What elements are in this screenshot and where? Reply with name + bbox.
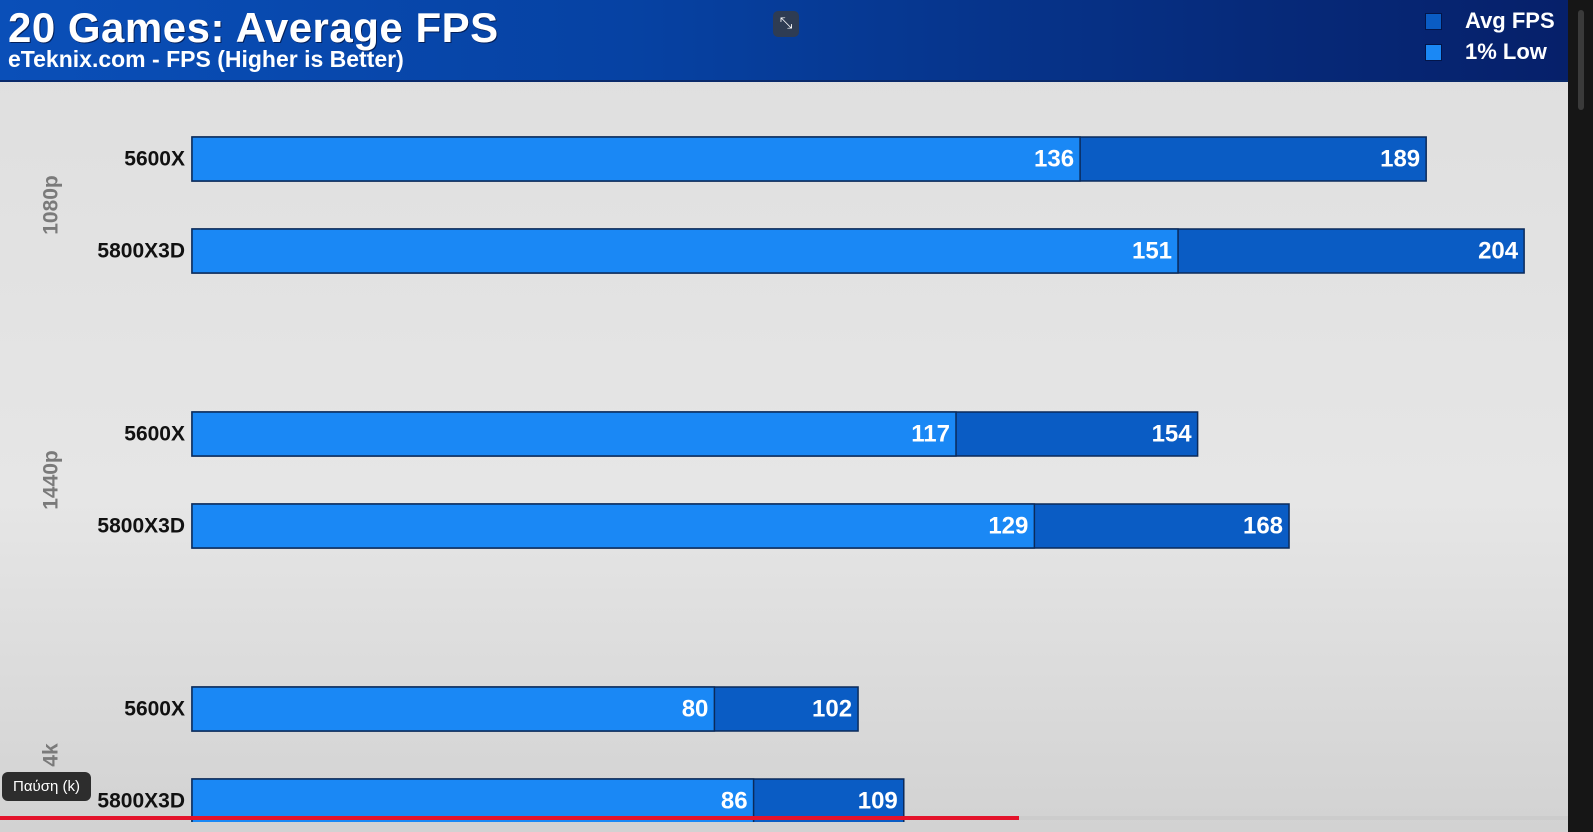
category-label-1080p-5800X3D: 5800X3D: [97, 240, 185, 263]
data-label-1pct-low-1080p-5800X3D: 151: [1132, 238, 1172, 265]
data-label-1pct-low-1440p-5800X3D: 129: [988, 513, 1028, 540]
data-label-1pct-low-1440p-5600X: 117: [911, 421, 950, 448]
chart-subtitle: eTeknix.com - FPS (Higher is Better): [8, 46, 404, 72]
scrollbar-thumb[interactable]: [1578, 10, 1584, 110]
bar-1pct-low-4k-5600X: [191, 686, 716, 732]
data-label-avg-fps-1080p-5800X3D: 204: [1478, 238, 1519, 265]
data-label-avg-fps-4k-5600X: 102: [812, 696, 852, 723]
legend-swatch-avg-fps: [1425, 13, 1442, 30]
bar-1pct-low-1440p-5800X3D: [191, 503, 1036, 549]
bar-1pct-low-1080p-5600X: [191, 136, 1081, 182]
category-label-4k-5800X3D: 5800X3D: [97, 790, 185, 813]
category-label-4k-5600X: 5600X: [124, 698, 185, 721]
bar-1pct-low-1440p-5600X: [191, 411, 957, 457]
pause-tooltip: Παύση (k): [2, 772, 91, 801]
chart-title: 20 Games: Average FPS: [8, 4, 499, 51]
category-label-1440p-5600X: 5600X: [124, 423, 185, 446]
video-progress-bar[interactable]: [0, 816, 1568, 820]
group-label-4k: 4k: [40, 743, 63, 767]
data-label-avg-fps-1080p-5600X: 189: [1380, 146, 1420, 173]
data-label-avg-fps-1440p-5600X: 154: [1152, 421, 1193, 448]
data-label-1pct-low-1080p-5600X: 136: [1034, 146, 1074, 173]
video-progress-played: [0, 816, 1020, 820]
category-label-1080p-5600X: 5600X: [124, 148, 185, 171]
legend-swatch-1pct-low: [1425, 44, 1442, 61]
group-label-1080p: 1080p: [40, 175, 63, 235]
bar-1pct-low-4k-5800X3D: [191, 778, 755, 822]
chart-header: 20 Games: Average FPS eTeknix.com - FPS …: [0, 0, 1568, 82]
bar-chart-plot: 1080p 5600X 189 136 5800X3D 204 151 1440p 5600X 1…: [40, 136, 1525, 822]
legend-label-1pct-low: 1% Low: [1465, 39, 1547, 64]
exit-fullscreen-icon[interactable]: ⤡: [773, 11, 799, 37]
data-label-avg-fps-4k-5800X3D: 109: [858, 788, 898, 815]
category-label-1440p-5800X3D: 5800X3D: [97, 515, 185, 538]
data-label-1pct-low-4k-5800X3D: 86: [721, 788, 748, 815]
data-label-1pct-low-4k-5600X: 80: [682, 696, 709, 723]
legend-label-avg-fps: Avg FPS: [1465, 8, 1555, 33]
bar-1pct-low-1080p-5800X3D: [191, 228, 1179, 274]
group-label-1440p: 1440p: [40, 450, 63, 510]
scrollbar-track[interactable]: [1568, 0, 1593, 832]
data-label-avg-fps-1440p-5800X3D: 168: [1243, 513, 1283, 540]
